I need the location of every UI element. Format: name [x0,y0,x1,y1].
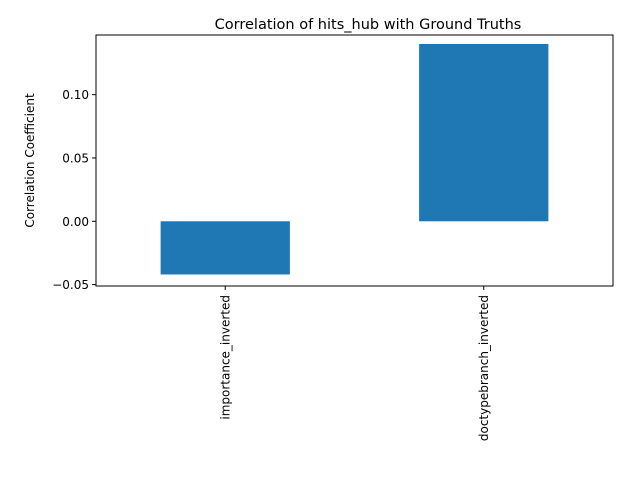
y-tick-label: −0.05 [52,278,89,292]
y-tick-label: 0.10 [62,88,89,102]
chart-title: Correlation of hits_hub with Ground Trut… [215,17,522,33]
x-tick-label: doctypebranch_inverted [477,295,491,441]
bar-doctypebranch_inverted [419,44,548,221]
y-tick-label: 0.05 [62,151,89,165]
x-tick-label: importance_inverted [218,295,232,420]
bar-importance_inverted [161,221,290,274]
y-tick-label: 0.00 [62,215,89,229]
y-axis-label: Correlation Coefficient [23,93,37,228]
